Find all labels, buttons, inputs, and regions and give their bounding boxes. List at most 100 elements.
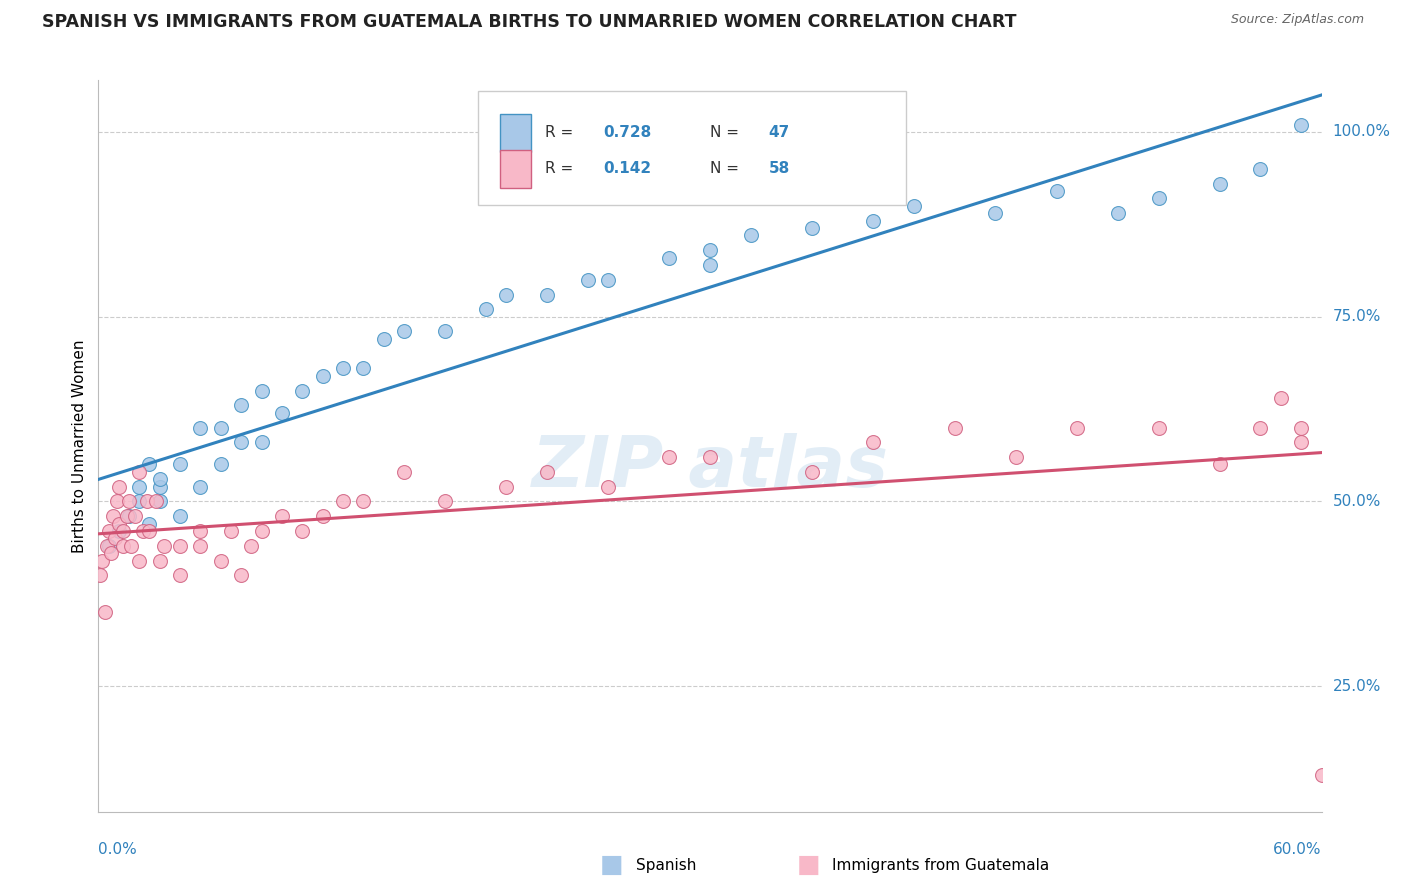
Point (291, 384, 314, 398)
FancyBboxPatch shape (499, 150, 531, 188)
Point (392, 325, 416, 339)
Text: Spanish: Spanish (636, 858, 696, 872)
Point (250, 524, 273, 538)
Point (149, 480, 172, 494)
Point (188, 420, 212, 434)
Point (128, 494, 150, 508)
Point (89, 568, 111, 582)
Point (108, 516, 131, 531)
Point (1249, 420, 1271, 434)
Text: 100.0%: 100.0% (1333, 125, 1391, 139)
Text: 47: 47 (769, 126, 790, 140)
Point (128, 465, 150, 479)
Point (536, 465, 558, 479)
Point (118, 509, 141, 524)
Text: 58: 58 (769, 161, 790, 177)
Point (392, 465, 416, 479)
Point (699, 258, 721, 272)
Point (138, 516, 160, 531)
Point (352, 361, 374, 376)
Point (1209, 177, 1232, 191)
Point (120, 539, 142, 553)
Point (188, 524, 212, 538)
Point (96, 539, 118, 553)
Point (434, 494, 457, 508)
Point (188, 539, 212, 553)
Point (209, 420, 232, 434)
Point (1291, 420, 1313, 434)
Point (373, 332, 395, 346)
Point (699, 450, 721, 464)
Point (536, 287, 558, 301)
Point (111, 539, 134, 553)
Point (128, 480, 150, 494)
Point (1004, 450, 1026, 464)
Point (250, 435, 273, 450)
Point (132, 524, 155, 538)
Point (188, 480, 212, 494)
Point (312, 509, 335, 524)
Text: 0.728: 0.728 (603, 126, 652, 140)
Text: R =: R = (546, 126, 578, 140)
Point (801, 465, 824, 479)
Point (145, 494, 167, 508)
Point (1310, 768, 1333, 782)
Point (100, 546, 122, 560)
Point (149, 494, 172, 508)
Point (219, 524, 242, 538)
Point (495, 480, 517, 494)
Point (943, 420, 966, 434)
Point (862, 435, 884, 450)
Point (169, 539, 191, 553)
Text: R =: R = (546, 161, 578, 177)
Point (658, 251, 681, 265)
Point (658, 450, 681, 464)
Point (598, 273, 620, 287)
Text: N =: N = (710, 161, 744, 177)
Text: 60.0%: 60.0% (1274, 842, 1322, 857)
Point (270, 509, 294, 524)
Point (101, 509, 124, 524)
Point (169, 458, 191, 472)
Text: ■: ■ (797, 854, 820, 877)
Point (1147, 192, 1170, 206)
Point (1066, 420, 1088, 434)
Point (598, 480, 620, 494)
Point (1270, 391, 1292, 405)
Point (108, 524, 131, 538)
Point (128, 553, 150, 567)
Point (138, 524, 160, 538)
Text: Immigrants from Guatemala: Immigrants from Guatemala (832, 858, 1050, 872)
Point (270, 406, 294, 420)
Point (115, 509, 138, 524)
Point (903, 199, 925, 213)
Point (91, 553, 114, 567)
Point (152, 539, 174, 553)
Point (699, 244, 721, 258)
Point (105, 494, 128, 508)
Point (240, 539, 263, 553)
Point (576, 273, 599, 287)
Point (169, 509, 191, 524)
Point (111, 524, 134, 538)
Point (1249, 161, 1271, 176)
Point (1209, 458, 1232, 472)
Text: 25.0%: 25.0% (1333, 679, 1381, 694)
Text: 0.0%: 0.0% (98, 842, 138, 857)
Point (862, 213, 884, 227)
Point (332, 494, 354, 508)
Point (169, 568, 191, 582)
Point (209, 553, 232, 567)
Point (104, 532, 127, 546)
Text: SPANISH VS IMMIGRANTS FROM GUATEMALA BIRTHS TO UNMARRIED WOMEN CORRELATION CHART: SPANISH VS IMMIGRANTS FROM GUATEMALA BIR… (42, 13, 1017, 31)
Text: 0.142: 0.142 (603, 161, 652, 177)
Text: N =: N = (710, 126, 744, 140)
Point (124, 509, 146, 524)
Point (231, 435, 253, 450)
Point (434, 325, 457, 339)
Point (250, 384, 273, 398)
Point (93, 605, 115, 619)
Text: ZIP atlas: ZIP atlas (531, 434, 889, 502)
Point (108, 480, 131, 494)
Point (209, 458, 232, 472)
